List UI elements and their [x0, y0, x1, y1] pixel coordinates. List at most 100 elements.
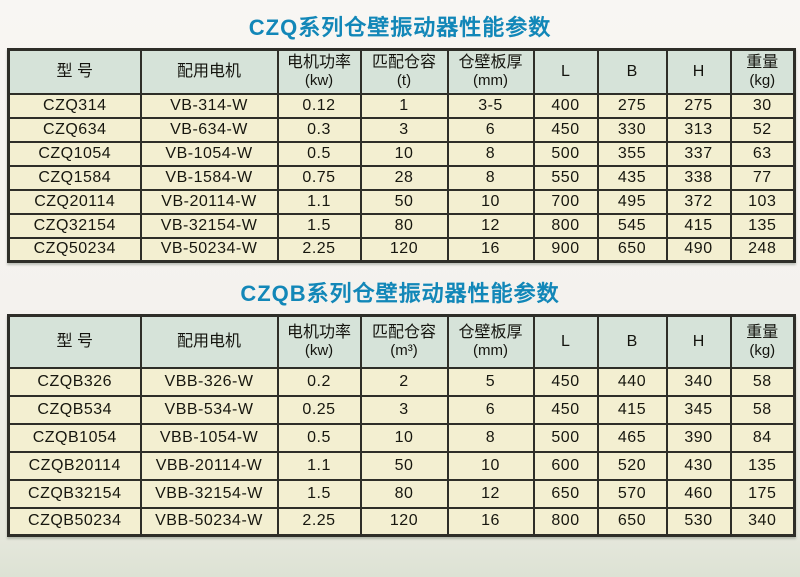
table-cell: 135 [729, 450, 796, 481]
table-cell: 340 [729, 506, 796, 537]
table-cell: CZQB534 [7, 394, 142, 425]
table-cell: 16 [446, 506, 535, 537]
table-row: CZQB20114 VBB-20114-W 1.1 50 10 600 520 430 135 [7, 450, 796, 481]
table-cell: 500 [532, 140, 599, 167]
table-cell: VBB-20114-W [139, 450, 279, 481]
table-cell: 338 [665, 164, 732, 191]
table-cell: 650 [596, 236, 668, 263]
table-cell: 650 [532, 478, 599, 509]
table-row: CZQB32154 VBB-32154-W 1.5 80 12 650 570 460 175 [7, 478, 796, 509]
table-cell: 8 [446, 140, 535, 167]
column-header: 型 号 [7, 314, 142, 369]
table-cell: 415 [665, 212, 732, 239]
table-cell: 800 [532, 506, 599, 537]
column-header: B [596, 48, 668, 95]
table-cell: 3 [359, 116, 449, 143]
table-cell: 135 [729, 212, 796, 239]
table-cell: 0.5 [276, 422, 362, 453]
column-header-unit: (kw) [304, 72, 334, 90]
table-cell: 275 [665, 92, 732, 119]
table-cell: 1.5 [276, 212, 362, 239]
column-header-label: B [626, 63, 638, 81]
table-cell: 10 [446, 450, 535, 481]
table-cell: 450 [532, 366, 599, 397]
table-row: CZQ20114 VB-20114-W 1.1 50 10 700 495 372 103 [7, 188, 796, 215]
column-header-label: 仓壁板厚 [458, 54, 523, 72]
table-cell: 570 [596, 478, 668, 509]
table-cell: 330 [596, 116, 668, 143]
table-cell: 50 [359, 188, 449, 215]
table-row: CZQ50234 VB-50234-W 2.25 120 16 900 650 490 248 [7, 236, 796, 263]
column-header: H [665, 314, 732, 369]
column-header: B [596, 314, 668, 369]
table-cell: VBB-326-W [139, 366, 279, 397]
table-cell: 6 [446, 116, 535, 143]
table-cell: CZQB326 [7, 366, 142, 397]
table-cell: 12 [446, 212, 535, 239]
column-header: 配用电机 [139, 314, 279, 369]
table-cell: CZQ634 [7, 116, 142, 143]
table-cell: 500 [532, 422, 599, 453]
table-cell: CZQB20114 [7, 450, 142, 481]
table-cell: CZQ50234 [7, 236, 142, 263]
table-cell: VB-314-W [139, 92, 279, 119]
column-header: H [665, 48, 732, 95]
table-cell: 0.25 [276, 394, 362, 425]
table-row: CZQB50234 VBB-50234-W 2.25 120 16 800 650 530 34… [7, 506, 796, 537]
table-cell: 440 [596, 366, 668, 397]
table-cell: VBB-32154-W [139, 478, 279, 509]
column-header-label: 型 号 [56, 63, 93, 81]
table-cell: VB-1584-W [139, 164, 279, 191]
table-cell: VB-634-W [139, 116, 279, 143]
czq-header-row: 型 号配用电机 电机功率 (kw) 匹配仓容 (t) 仓壁板厚 (mm) L B H 重量 (kg) [7, 48, 796, 95]
table-cell: 77 [729, 164, 796, 191]
table-cell: 390 [665, 422, 732, 453]
column-header-label: H [692, 333, 705, 351]
table-cell: 1.1 [276, 188, 362, 215]
table-cell: 800 [532, 212, 599, 239]
column-header-label: 匹配仓容 [371, 54, 436, 72]
column-header-label: L [561, 63, 570, 81]
table-cell: 465 [596, 422, 668, 453]
table-cell: 5 [446, 366, 535, 397]
table-row: CZQ314 VB-314-W 0.12 1 3-5 400 275 275 30 [7, 92, 796, 119]
table-cell: 460 [665, 478, 732, 509]
table-cell: 900 [532, 236, 599, 263]
czqb-table-title: CZQB系列仓壁振动器性能参数 [240, 281, 560, 306]
table-cell: 28 [359, 164, 449, 191]
table-cell: 120 [359, 236, 449, 263]
column-header-unit: (mm) [473, 342, 508, 360]
table-cell: 58 [729, 394, 796, 425]
table-cell: VBB-50234-W [139, 506, 279, 537]
table-cell: 84 [729, 422, 796, 453]
table-cell: 550 [532, 164, 599, 191]
column-header: 仓壁板厚 (mm) [446, 48, 535, 95]
table-cell: 12 [446, 478, 535, 509]
column-header-unit: (mm) [473, 72, 508, 90]
table-cell: 10 [359, 422, 449, 453]
table-row: CZQ1054 VB-1054-W 0.5 10 8 500 355 337 63 [7, 140, 796, 167]
column-header-label: 型 号 [56, 333, 93, 351]
table-row: CZQ1584 VB-1584-W 0.75 28 8 550 435 338 77 [7, 164, 796, 191]
table-cell: CZQB32154 [7, 478, 142, 509]
table-cell: 30 [729, 92, 796, 119]
table-cell: 520 [596, 450, 668, 481]
column-header-unit: (kg) [749, 342, 776, 360]
table-cell: VB-32154-W [139, 212, 279, 239]
table-cell: 58 [729, 366, 796, 397]
column-header: 匹配仓容 (t) [359, 48, 449, 95]
column-header: 电机功率 (kw) [276, 314, 362, 369]
table-cell: 63 [729, 140, 796, 167]
table-cell: CZQB1054 [7, 422, 142, 453]
table-cell: VB-50234-W [139, 236, 279, 263]
table-cell: 530 [665, 506, 732, 537]
table-cell: 2 [359, 366, 449, 397]
table-row: CZQB326 VBB-326-W 0.2 2 5 450 440 340 58 [7, 366, 796, 397]
table-cell: 2.25 [276, 506, 362, 537]
table-cell: 0.3 [276, 116, 362, 143]
table-cell: 415 [596, 394, 668, 425]
column-header: 匹配仓容 (m³) [359, 314, 449, 369]
table-cell: 3 [359, 394, 449, 425]
column-header-unit: (m³) [390, 342, 418, 360]
column-header-label: 配用电机 [176, 333, 241, 351]
